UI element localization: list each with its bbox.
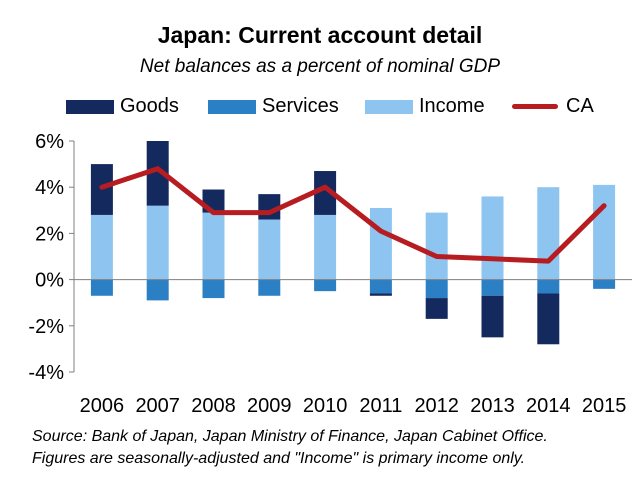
- chart-title: Japan: Current account detail: [157, 22, 483, 48]
- footnote-note: Figures are seasonally-adjusted and "Inc…: [32, 450, 526, 467]
- bar-goods-2012: [425, 298, 448, 319]
- bar-services-2012: [425, 279, 448, 299]
- x-tick-label: 2014: [526, 395, 571, 417]
- x-tick-label: 2009: [247, 395, 292, 417]
- bar-services-2015: [593, 279, 616, 289]
- x-tick-label: 2010: [303, 395, 348, 417]
- x-tick-label: 2015: [582, 395, 627, 417]
- legend-label-income: Income: [419, 95, 485, 117]
- bar-goods-2010: [314, 171, 337, 215]
- legend-item-income: Income: [365, 95, 485, 118]
- bar-income-2012: [425, 212, 448, 280]
- y-tick-label: 4%: [35, 177, 64, 199]
- bar-services-2014: [537, 279, 560, 294]
- bar-goods-2007: [146, 141, 169, 206]
- bar-income-2007: [146, 205, 169, 280]
- legend-swatch-income: [365, 99, 413, 114]
- legend-item-goods: Goods: [66, 95, 179, 118]
- legend-swatch-services: [208, 99, 256, 114]
- y-tick-label: -2%: [28, 316, 64, 338]
- bar-services-2006: [90, 279, 113, 296]
- legend-item-services: Services: [208, 95, 339, 118]
- bar-services-2009: [258, 279, 281, 296]
- y-tick-label: 6%: [35, 131, 64, 153]
- x-tick-label: 2007: [135, 395, 180, 417]
- legend-swatch-goods: [66, 99, 114, 114]
- chart-footnote: Source: Bank of Japan, Japan Ministry of…: [32, 426, 548, 470]
- bar-services-2013: [481, 279, 504, 296]
- legend-swatch-ca: [512, 104, 558, 109]
- legend-item-ca: CA: [512, 95, 594, 118]
- y-tick-label: 0%: [35, 270, 64, 292]
- bar-income-2008: [202, 212, 225, 280]
- bar-income-2013: [481, 196, 504, 280]
- ca-line: [99, 166, 607, 264]
- legend-label-ca: CA: [566, 95, 594, 117]
- bar-income-2011: [369, 207, 392, 280]
- x-tick-label: 2008: [191, 395, 236, 417]
- x-tick-label: 2011: [359, 395, 402, 417]
- bar-income-2010: [314, 214, 337, 280]
- chart-legend: Goods Services Income CA: [0, 95, 640, 121]
- bar-income-2014: [537, 187, 560, 280]
- bar-income-2015: [593, 184, 616, 280]
- y-tick-label: -4%: [28, 362, 64, 384]
- bar-goods-2013: [481, 295, 504, 338]
- y-tick-label: 2%: [35, 223, 64, 245]
- x-tick-label: 2013: [470, 395, 515, 417]
- footnote-source: Source: Bank of Japan, Japan Ministry of…: [32, 428, 548, 445]
- legend-label-services: Services: [262, 95, 339, 117]
- bar-goods-2014: [537, 293, 560, 345]
- bar-income-2006: [90, 214, 113, 280]
- x-tick-label: 2012: [414, 395, 459, 417]
- x-tick-label: 2006: [80, 395, 125, 417]
- chart-subtitle: Net balances as a percent of nominal GDP: [139, 56, 501, 77]
- bar-services-2008: [202, 279, 225, 299]
- bar-goods-2011: [369, 293, 392, 296]
- bar-income-2009: [258, 219, 281, 280]
- bar-services-2010: [314, 279, 337, 292]
- legend-label-goods: Goods: [120, 95, 179, 117]
- bar-services-2007: [146, 279, 169, 301]
- bar-services-2011: [369, 279, 392, 294]
